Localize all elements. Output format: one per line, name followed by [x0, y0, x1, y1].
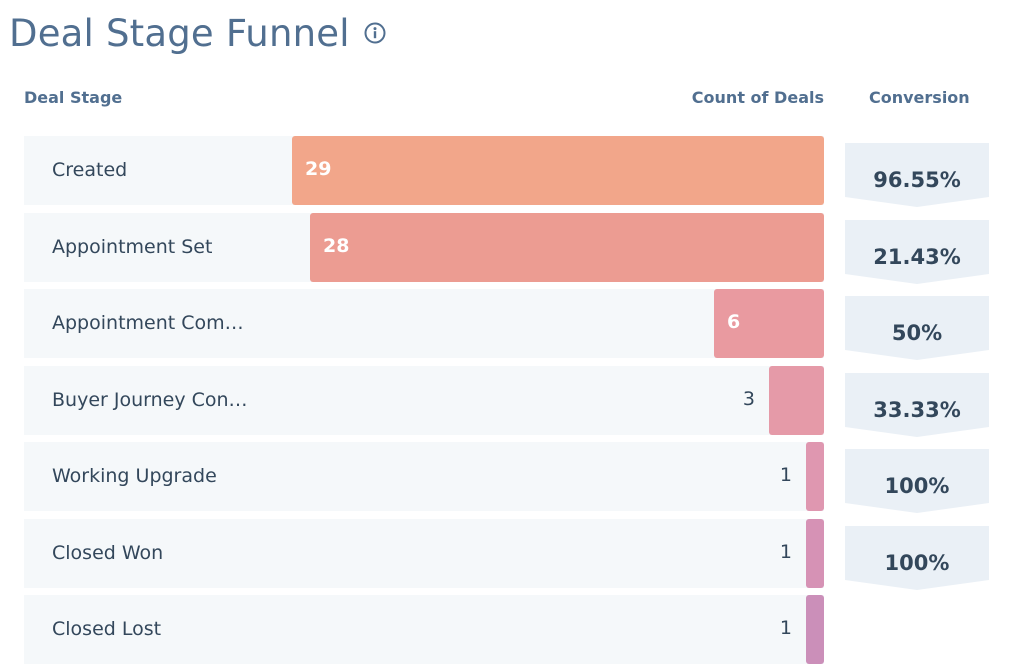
conversion-chevron: 96.55%: [845, 143, 989, 207]
bar-value-label: 6: [727, 311, 741, 333]
funnel-row[interactable]: Appointment Set 28: [24, 213, 824, 282]
chevron-shape: [845, 373, 989, 437]
info-icon[interactable]: [364, 22, 386, 44]
funnel-row[interactable]: Appointment Com… 6: [24, 289, 824, 358]
chevron-shape: [845, 143, 989, 207]
funnel-bar[interactable]: [714, 289, 824, 358]
stage-label: Appointment Set: [52, 236, 213, 258]
funnel-bar[interactable]: [769, 366, 824, 435]
column-header-count-of-deals: Count of Deals: [691, 88, 824, 107]
chevron-shape: [845, 220, 989, 284]
bar-value-label: 1: [779, 541, 792, 563]
chart-header: Deal Stage Funnel: [9, 8, 386, 58]
funnel-bar[interactable]: [310, 213, 824, 282]
bar-value-label: 1: [779, 617, 792, 639]
bar-value-label: 3: [742, 388, 755, 410]
chevron-shape: [845, 526, 989, 590]
funnel-row[interactable]: Closed Won 1: [24, 519, 824, 588]
stage-label: Created: [52, 159, 128, 181]
conversion-value: 21.43%: [873, 245, 961, 269]
conversion-chevron: 50%: [845, 296, 989, 360]
funnel-row[interactable]: Closed Lost 1: [24, 595, 824, 664]
funnel-row[interactable]: Created 29: [24, 136, 824, 205]
conversion-chevron: 21.43%: [845, 220, 989, 284]
column-header-deal-stage: Deal Stage: [24, 88, 123, 107]
conversion-value: 96.55%: [873, 168, 961, 192]
stage-label: Working Upgrade: [52, 465, 217, 487]
stage-label: Closed Lost: [52, 618, 162, 640]
conversion-value: 33.33%: [873, 398, 961, 422]
funnel-bar[interactable]: [806, 595, 824, 664]
bar-value-label: 1: [779, 464, 792, 486]
chevron-shape: [845, 449, 989, 513]
stage-label: Appointment Com…: [52, 312, 244, 334]
funnel-bar[interactable]: [806, 519, 824, 588]
column-header-conversion: Conversion: [869, 88, 970, 107]
conversion-value: 50%: [891, 321, 943, 345]
funnel-bar[interactable]: [806, 442, 824, 511]
conversion-chevron: 100%: [845, 449, 989, 513]
chart-title: Deal Stage Funnel: [9, 11, 350, 55]
funnel-row[interactable]: Buyer Journey Con… 3: [24, 366, 824, 435]
stage-label: Buyer Journey Con…: [52, 389, 248, 411]
chevron-shape: [845, 296, 989, 360]
conversion-chevron: 100%: [845, 526, 989, 590]
stage-label: Closed Won: [52, 542, 164, 564]
conversion-value: 100%: [884, 551, 950, 575]
bar-value-label: 29: [305, 158, 332, 180]
conversion-chevron: 33.33%: [845, 373, 989, 437]
funnel-row[interactable]: Working Upgrade 1: [24, 442, 824, 511]
conversion-value: 100%: [884, 474, 950, 498]
funnel-bar[interactable]: [292, 136, 824, 205]
bar-value-label: 28: [323, 235, 350, 257]
